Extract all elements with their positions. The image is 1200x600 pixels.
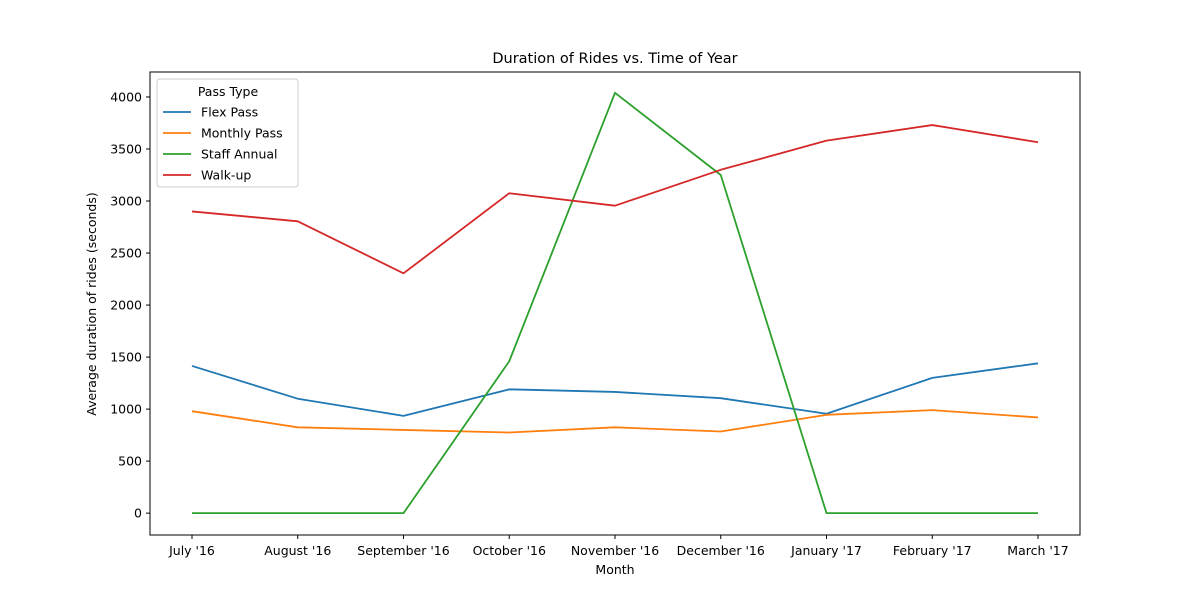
x-tick-label: January '17: [790, 543, 862, 558]
y-tick-label: 2500: [110, 246, 142, 261]
legend-items: Flex Pass Monthly Pass Staff Annual Walk-up: [163, 105, 283, 183]
legend: Pass Type Flex Pass Monthly Pass Staff Ann…: [156, 78, 299, 188]
series-line-flex-pass: [191, 362, 1039, 417]
series-layer: [191, 91, 1039, 515]
series-line-walk-up: [191, 124, 1039, 275]
x-axis-label: Month: [595, 562, 634, 577]
x-tick-label: August '16: [264, 543, 331, 558]
x-tick-label: December '16: [677, 543, 765, 558]
legend-title: Pass Type: [198, 84, 259, 99]
y-axis-label: Average duration of rides (seconds): [84, 192, 99, 415]
y-tick-label: 0: [134, 506, 142, 521]
legend-label-staff-annual: Staff Annual: [201, 147, 278, 162]
series-line-staff-annual: [192, 91, 1038, 515]
y-tick-label: 1500: [110, 350, 142, 365]
legend-label-walk-up: Walk-up: [201, 168, 251, 183]
series-line-monthly-pass: [191, 409, 1039, 434]
y-axis: 0 500 1000 1500 2000 2500 3000 3500 4000: [110, 89, 150, 521]
legend-box: [156, 78, 299, 188]
y-tick-label: 4000: [110, 89, 142, 104]
x-tick-label: September '16: [357, 543, 449, 558]
y-tick-label: 3000: [110, 194, 142, 209]
y-tick-label: 2000: [110, 298, 142, 313]
x-axis: July '16 August '16 September '16 October '…: [168, 535, 1069, 558]
x-tick-label: February '17: [893, 543, 972, 558]
x-tick-label: July '16: [168, 543, 215, 558]
legend-label-flex-pass: Flex Pass: [201, 105, 258, 120]
y-tick-label: 3500: [110, 141, 142, 156]
legend-label-monthly-pass: Monthly Pass: [201, 126, 283, 141]
x-tick-label: November '16: [571, 543, 659, 558]
x-tick-label: October '16: [473, 543, 546, 558]
y-tick-label: 1000: [110, 402, 142, 417]
y-tick-label: 500: [118, 454, 142, 469]
x-tick-label: March '17: [1007, 543, 1068, 558]
chart-title: Duration of Rides vs. Time of Year: [492, 51, 737, 67]
